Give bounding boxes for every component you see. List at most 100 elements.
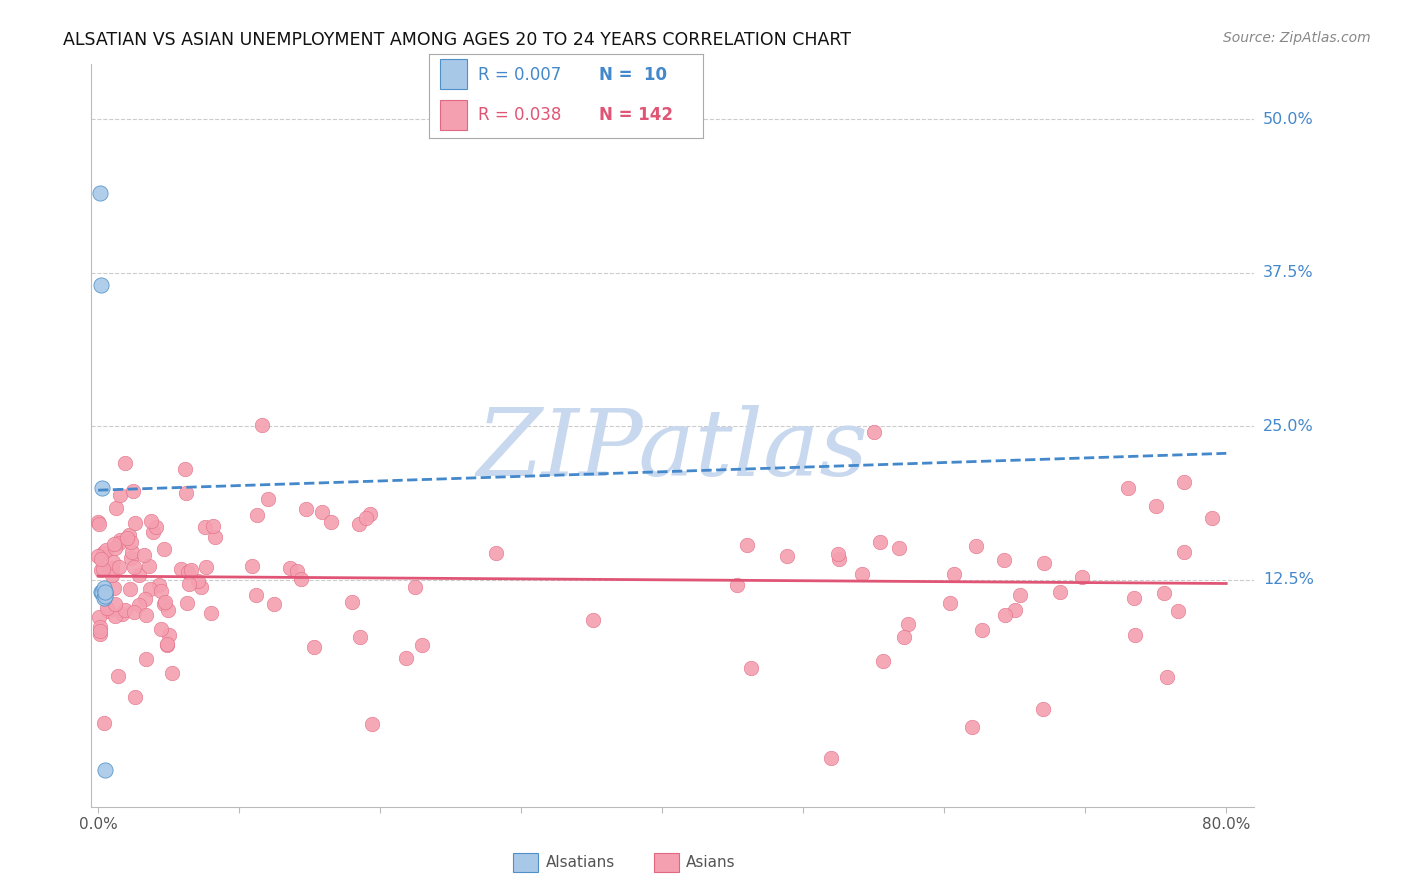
Point (104, 597, 127, 611)
Point (87, 549, 110, 564)
Point (122, 605, 145, 619)
Bar (440, 100, 467, 130)
Text: R = 0.007: R = 0.007 (478, 66, 561, 84)
Point (246, 508, 269, 523)
Point (135, 652, 157, 666)
Point (93, 588, 115, 602)
Point (156, 602, 179, 616)
Bar (440, 60, 467, 89)
Point (101, 555, 124, 569)
Text: Asians: Asians (686, 855, 735, 870)
Point (120, 535, 142, 549)
Point (108, 560, 131, 574)
Point (735, 538, 758, 552)
Point (1010, 588, 1032, 602)
Point (1153, 585, 1175, 599)
Point (87, 516, 110, 531)
Text: N = 142: N = 142 (599, 106, 673, 124)
Point (869, 534, 891, 549)
Point (94, 589, 117, 603)
Point (94, 585, 117, 599)
Point (993, 552, 1015, 566)
Point (1032, 702, 1054, 716)
Point (965, 539, 987, 553)
Point (128, 598, 150, 612)
Text: ZIPatlas: ZIPatlas (477, 405, 869, 495)
Point (96, 601, 118, 615)
Point (176, 596, 198, 610)
Point (103, 581, 125, 595)
Point (122, 559, 145, 574)
Point (180, 563, 202, 577)
Point (150, 584, 173, 599)
Point (287, 565, 309, 579)
Point (311, 505, 333, 519)
Point (153, 542, 176, 557)
Text: ALSATIAN VS ASIAN UNEMPLOYMENT AMONG AGES 20 TO 24 YEARS CORRELATION CHART: ALSATIAN VS ASIAN UNEMPLOYMENT AMONG AGE… (63, 31, 851, 49)
Point (827, 547, 849, 561)
Point (581, 613, 603, 627)
Point (89, 624, 111, 638)
Point (114, 456, 136, 470)
Point (174, 462, 197, 476)
Point (1123, 628, 1146, 642)
Point (204, 530, 226, 544)
Point (139, 514, 162, 528)
Point (121, 545, 143, 559)
Point (111, 607, 134, 622)
Point (177, 565, 200, 579)
Point (170, 562, 193, 576)
Point (193, 520, 215, 534)
Text: Alsatians: Alsatians (546, 855, 614, 870)
Point (360, 508, 382, 522)
Point (93, 715, 115, 730)
Point (94, 763, 117, 777)
Point (349, 631, 371, 645)
Point (340, 595, 363, 609)
Point (107, 669, 129, 683)
Point (256, 492, 278, 507)
Point (104, 541, 127, 556)
Point (93, 562, 115, 576)
Point (89, 627, 111, 641)
Point (120, 582, 142, 597)
Point (394, 650, 416, 665)
Point (263, 597, 285, 611)
Point (157, 627, 180, 641)
Point (91, 546, 114, 560)
Point (104, 500, 127, 515)
Point (411, 638, 433, 652)
Point (194, 559, 217, 574)
Point (1173, 475, 1195, 489)
Point (89, 186, 111, 200)
Point (91, 585, 114, 599)
Point (887, 541, 910, 556)
Point (485, 546, 508, 560)
Point (149, 622, 172, 636)
Point (96, 543, 118, 558)
Point (145, 519, 167, 533)
Point (1116, 481, 1139, 495)
Point (153, 594, 176, 608)
Point (820, 751, 842, 765)
Point (302, 640, 325, 654)
Point (321, 515, 343, 529)
Point (90, 552, 112, 566)
Point (404, 580, 426, 594)
Point (138, 559, 160, 574)
Point (361, 717, 384, 731)
Point (89, 620, 111, 634)
Point (972, 623, 994, 637)
Point (89, 610, 111, 624)
Point (994, 607, 1017, 622)
Point (91, 481, 114, 495)
Point (101, 568, 124, 582)
Point (87, 515, 110, 529)
Point (1167, 604, 1189, 618)
Point (139, 582, 162, 596)
Point (245, 588, 267, 602)
Point (174, 485, 197, 500)
Point (134, 548, 156, 562)
Text: N =  10: N = 10 (599, 66, 666, 84)
Point (1032, 556, 1054, 570)
